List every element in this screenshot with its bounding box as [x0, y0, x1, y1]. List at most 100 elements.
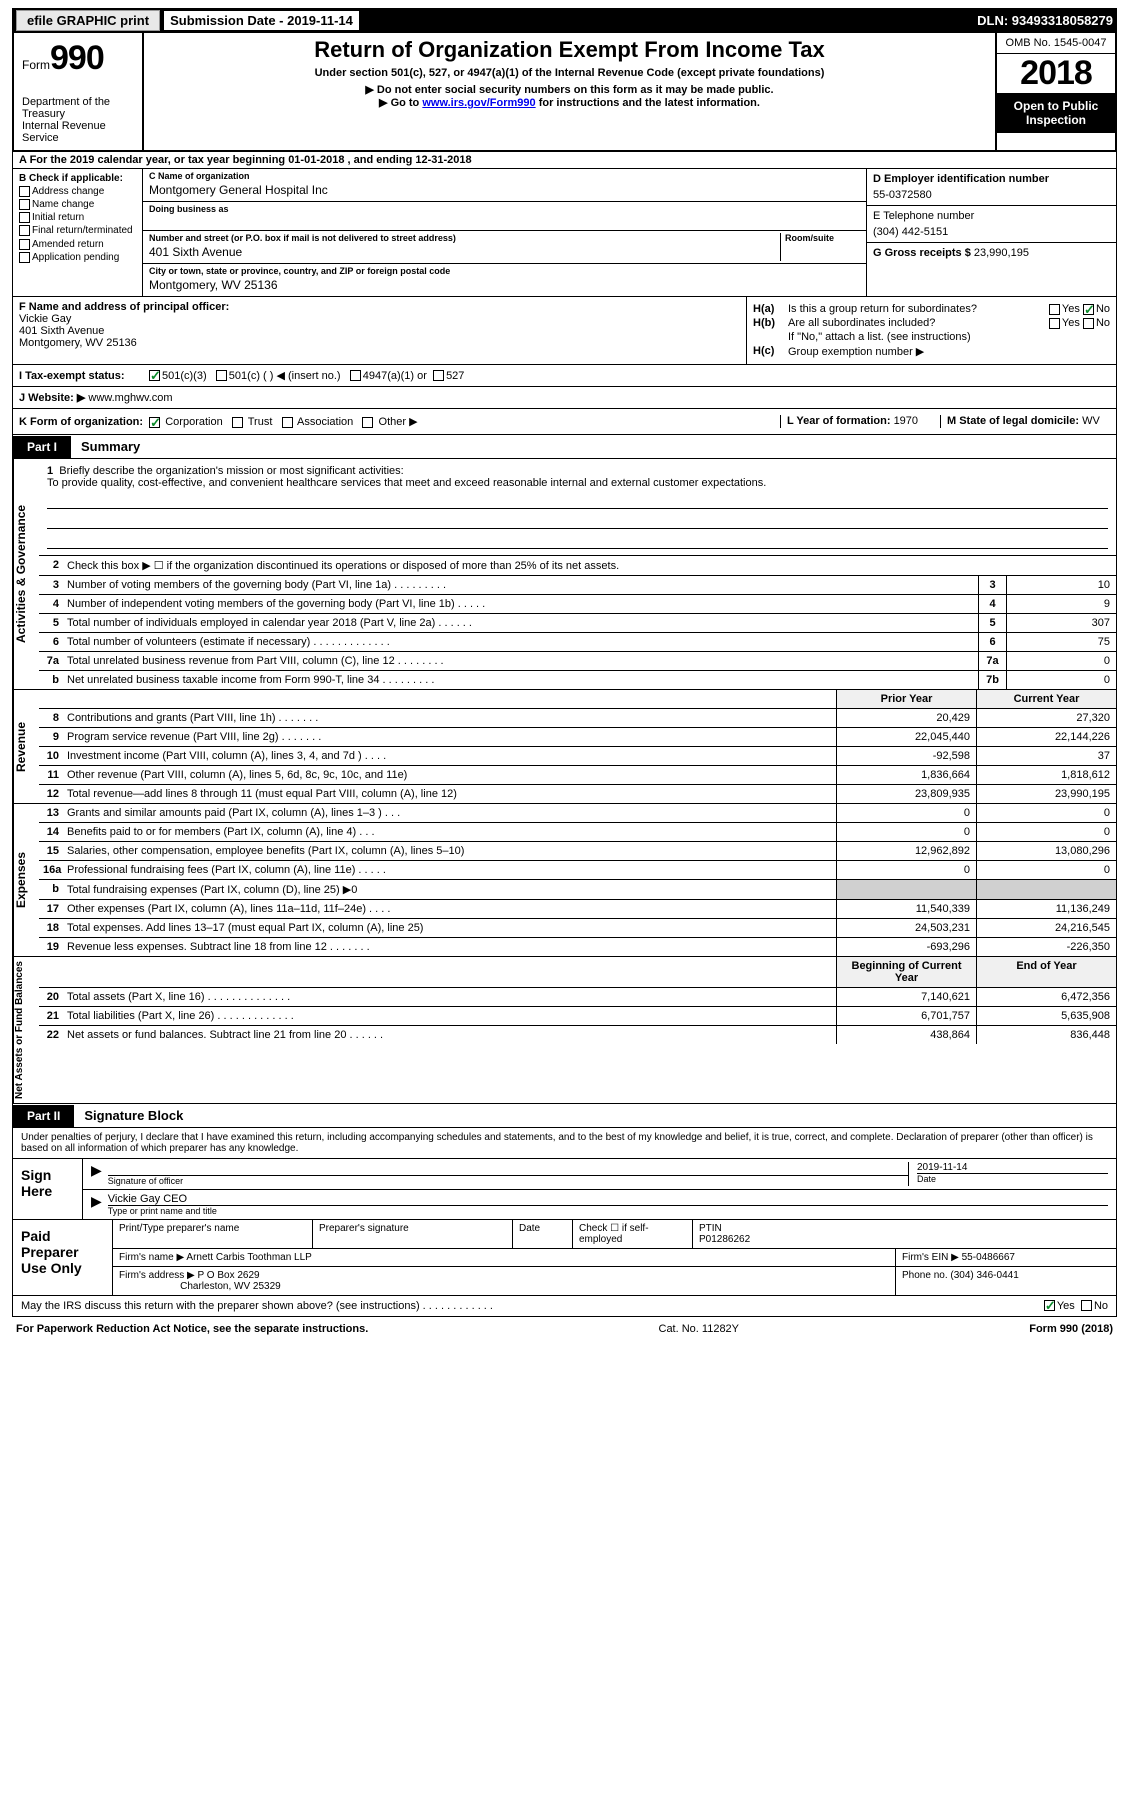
hb-yes[interactable] [1049, 318, 1060, 329]
dln: DLN: 93493318058279 [977, 13, 1113, 28]
cat-no: Cat. No. 11282Y [368, 1323, 1029, 1335]
chk-app-pending[interactable] [19, 252, 30, 263]
ptin: P01286262 [699, 1234, 750, 1245]
side-label-governance: Activities & Governance [13, 459, 39, 689]
paid-preparer-block: Paid Preparer Use Only Print/Type prepar… [12, 1220, 1117, 1296]
form-title: Return of Organization Exempt From Incom… [152, 37, 987, 63]
table-row: 9Program service revenue (Part VIII, lin… [39, 728, 1116, 747]
mission-text: To provide quality, cost-effective, and … [47, 477, 766, 489]
col-b-checkboxes: B Check if applicable: Address change Na… [13, 169, 143, 296]
sig-date: 2019-11-14 [917, 1162, 1108, 1174]
submission-date: Submission Date - 2019-11-14 [164, 11, 359, 30]
year-formation: 1970 [894, 415, 918, 427]
side-label-revenue: Revenue [13, 690, 39, 803]
table-row: 22Net assets or fund balances. Subtract … [39, 1026, 1116, 1044]
officer-name: Vickie Gay CEO [108, 1193, 1108, 1206]
chk-corp[interactable] [149, 417, 160, 428]
table-row: 18Total expenses. Add lines 13–17 (must … [39, 919, 1116, 938]
table-row: 19Revenue less expenses. Subtract line 1… [39, 938, 1116, 956]
page-footer: For Paperwork Reduction Act Notice, see … [12, 1317, 1117, 1341]
top-bar: efile GRAPHIC print Submission Date - 20… [12, 8, 1117, 33]
ha-yes[interactable] [1049, 304, 1060, 315]
irs-discuss-row: May the IRS discuss this return with the… [12, 1296, 1117, 1317]
row-a-tax-year: A For the 2019 calendar year, or tax yea… [12, 152, 1117, 169]
form-ref: Form 990 (2018) [1029, 1323, 1113, 1335]
org-address: 401 Sixth Avenue [149, 243, 780, 261]
side-label-expenses: Expenses [13, 804, 39, 956]
arrow-icon: ▶ [91, 1162, 102, 1186]
summary-row: 2Check this box ▶ ☐ if the organization … [39, 556, 1116, 576]
table-row: 12Total revenue—add lines 8 through 11 (… [39, 785, 1116, 803]
form-header: Form990 Department of the Treasury Inter… [12, 33, 1117, 152]
firm-addr1: P O Box 2629 [198, 1270, 260, 1281]
form-number: 990 [50, 39, 104, 77]
sig-declaration: Under penalties of perjury, I declare th… [13, 1128, 1116, 1159]
firm-addr2: Charleston, WV 25329 [180, 1281, 281, 1292]
firm-ein: 55-0486667 [962, 1252, 1015, 1263]
chk-527[interactable] [433, 370, 444, 381]
chk-trust[interactable] [232, 417, 243, 428]
state-domicile: WV [1082, 415, 1100, 427]
principal-officer: F Name and address of principal officer:… [13, 297, 746, 364]
irs-link[interactable]: www.irs.gov/Form990 [422, 97, 535, 109]
activities-governance-table: Activities & Governance 1 Briefly descri… [12, 459, 1117, 690]
chk-initial-return[interactable] [19, 212, 30, 223]
part-1-header: Part I Summary [12, 435, 1117, 459]
table-row: 11Other revenue (Part VIII, column (A), … [39, 766, 1116, 785]
col-c-org-info: C Name of organization Montgomery Genera… [143, 169, 866, 296]
hb-no[interactable] [1083, 318, 1094, 329]
website: www.mghwv.com [85, 392, 172, 404]
part-2-header: Part II Signature Block [12, 1104, 1117, 1128]
telephone: (304) 442-5151 [873, 222, 1110, 238]
summary-row: 7aTotal unrelated business revenue from … [39, 652, 1116, 671]
discuss-yes[interactable] [1044, 1300, 1055, 1311]
tax-year: 2018 [997, 54, 1115, 93]
chk-name-change[interactable] [19, 199, 30, 210]
summary-row: 4Number of independent voting members of… [39, 595, 1116, 614]
dept-treasury: Department of the Treasury Internal Reve… [22, 96, 134, 144]
org-city: Montgomery, WV 25136 [149, 276, 860, 294]
section-f-h: F Name and address of principal officer:… [12, 297, 1117, 365]
chk-501c3[interactable] [149, 370, 160, 381]
open-inspection: Open to Public Inspection [997, 93, 1115, 133]
table-row: 20Total assets (Part X, line 16) . . . .… [39, 988, 1116, 1007]
org-name: Montgomery General Hospital Inc [149, 181, 860, 199]
paid-preparer-label: Paid Preparer Use Only [13, 1220, 113, 1295]
header-title-block: Return of Organization Exempt From Incom… [144, 33, 995, 150]
row-i-tax-status: I Tax-exempt status: 501(c)(3) 501(c) ( … [12, 365, 1117, 387]
omb-number: OMB No. 1545-0047 [997, 33, 1115, 54]
gross-receipts: 23,990,195 [974, 247, 1029, 259]
mission-row: 1 Briefly describe the organization's mi… [39, 459, 1116, 556]
ha-no[interactable] [1083, 304, 1094, 315]
chk-501c[interactable] [216, 370, 227, 381]
arrow-icon: ▶ [91, 1193, 102, 1216]
table-row: 15Salaries, other compensation, employee… [39, 842, 1116, 861]
table-row: 10Investment income (Part VIII, column (… [39, 747, 1116, 766]
col-d-e-g: D Employer identification number 55-0372… [866, 169, 1116, 296]
table-row: 17Other expenses (Part IX, column (A), l… [39, 900, 1116, 919]
net-assets-table: Net Assets or Fund Balances Beginning of… [12, 957, 1117, 1104]
summary-row: 6Total number of volunteers (estimate if… [39, 633, 1116, 652]
table-row: 21Total liabilities (Part X, line 26) . … [39, 1007, 1116, 1026]
chk-address-change[interactable] [19, 186, 30, 197]
efile-print-button[interactable]: efile GRAPHIC print [16, 10, 160, 31]
summary-row: 3Number of voting members of the governi… [39, 576, 1116, 595]
expenses-table: Expenses 13Grants and similar amounts pa… [12, 804, 1117, 957]
row-k-l-m: K Form of organization: Corporation Trus… [12, 409, 1117, 435]
signature-block: Under penalties of perjury, I declare th… [12, 1128, 1117, 1220]
chk-other[interactable] [362, 417, 373, 428]
table-row: 8Contributions and grants (Part VIII, li… [39, 709, 1116, 728]
firm-name: Arnett Carbis Toothman LLP [186, 1252, 311, 1263]
side-label-netassets: Net Assets or Fund Balances [13, 957, 39, 1103]
chk-amended[interactable] [19, 239, 30, 250]
summary-row: bNet unrelated business taxable income f… [39, 671, 1116, 689]
table-row: 16aProfessional fundraising fees (Part I… [39, 861, 1116, 880]
chk-assoc[interactable] [282, 417, 293, 428]
chk-final-return[interactable] [19, 225, 30, 236]
summary-row: 5Total number of individuals employed in… [39, 614, 1116, 633]
revenue-table: Revenue Prior YearCurrent Year 8Contribu… [12, 690, 1117, 804]
discuss-no[interactable] [1081, 1300, 1092, 1311]
table-row: 13Grants and similar amounts paid (Part … [39, 804, 1116, 823]
chk-4947[interactable] [350, 370, 361, 381]
ein: 55-0372580 [873, 185, 1110, 201]
